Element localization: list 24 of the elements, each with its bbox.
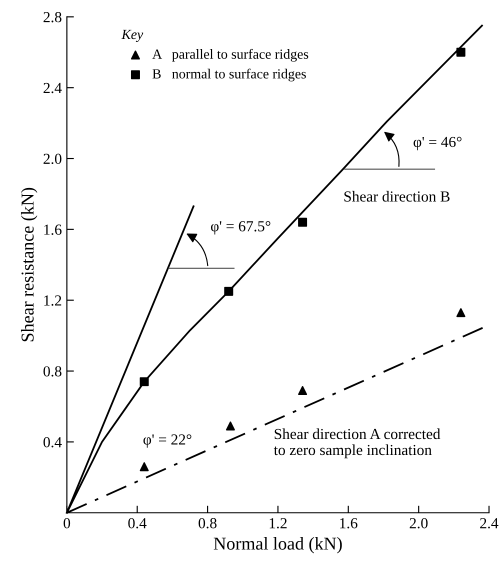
- annotation: φ' = 46°: [414, 136, 462, 150]
- y-axis-title: Shear resistance (kN): [20, 188, 38, 342]
- x-tick-label: 0.4: [128, 518, 147, 528]
- legend-label: A parallel to surface ridges: [152, 48, 308, 62]
- annotation: Shear direction A corrected to zero sample inclination: [274, 428, 440, 458]
- legend-title: Key: [121, 30, 144, 42]
- annotation: Shear direction B: [344, 190, 450, 202]
- y-tick-label: 1.2: [44, 295, 62, 306]
- y-tick-label: 0.4: [43, 437, 62, 448]
- y-tick-label: 1.6: [44, 224, 62, 235]
- legend-label: B normal to surface ridges: [152, 68, 306, 82]
- y-tick-label: 2.8: [44, 12, 62, 22]
- x-tick-label: 2.0: [410, 518, 428, 528]
- y-tick-label: 2.0: [44, 154, 62, 164]
- x-tick-label: 0: [64, 518, 70, 528]
- x-tick-label: 1.6: [340, 518, 358, 528]
- annotation: φ' = 67.5°: [210, 221, 270, 235]
- annotation: φ' = 22°: [143, 434, 192, 448]
- x-tick-label: 2.4: [480, 518, 498, 528]
- x-tick-label: 1.2: [270, 518, 287, 528]
- y-tick-label: 2.4: [44, 82, 62, 94]
- x-axis-title: Normal load (kN): [214, 537, 342, 554]
- x-tick-label: 0.8: [198, 518, 217, 528]
- y-tick-label: 0.8: [43, 366, 62, 377]
